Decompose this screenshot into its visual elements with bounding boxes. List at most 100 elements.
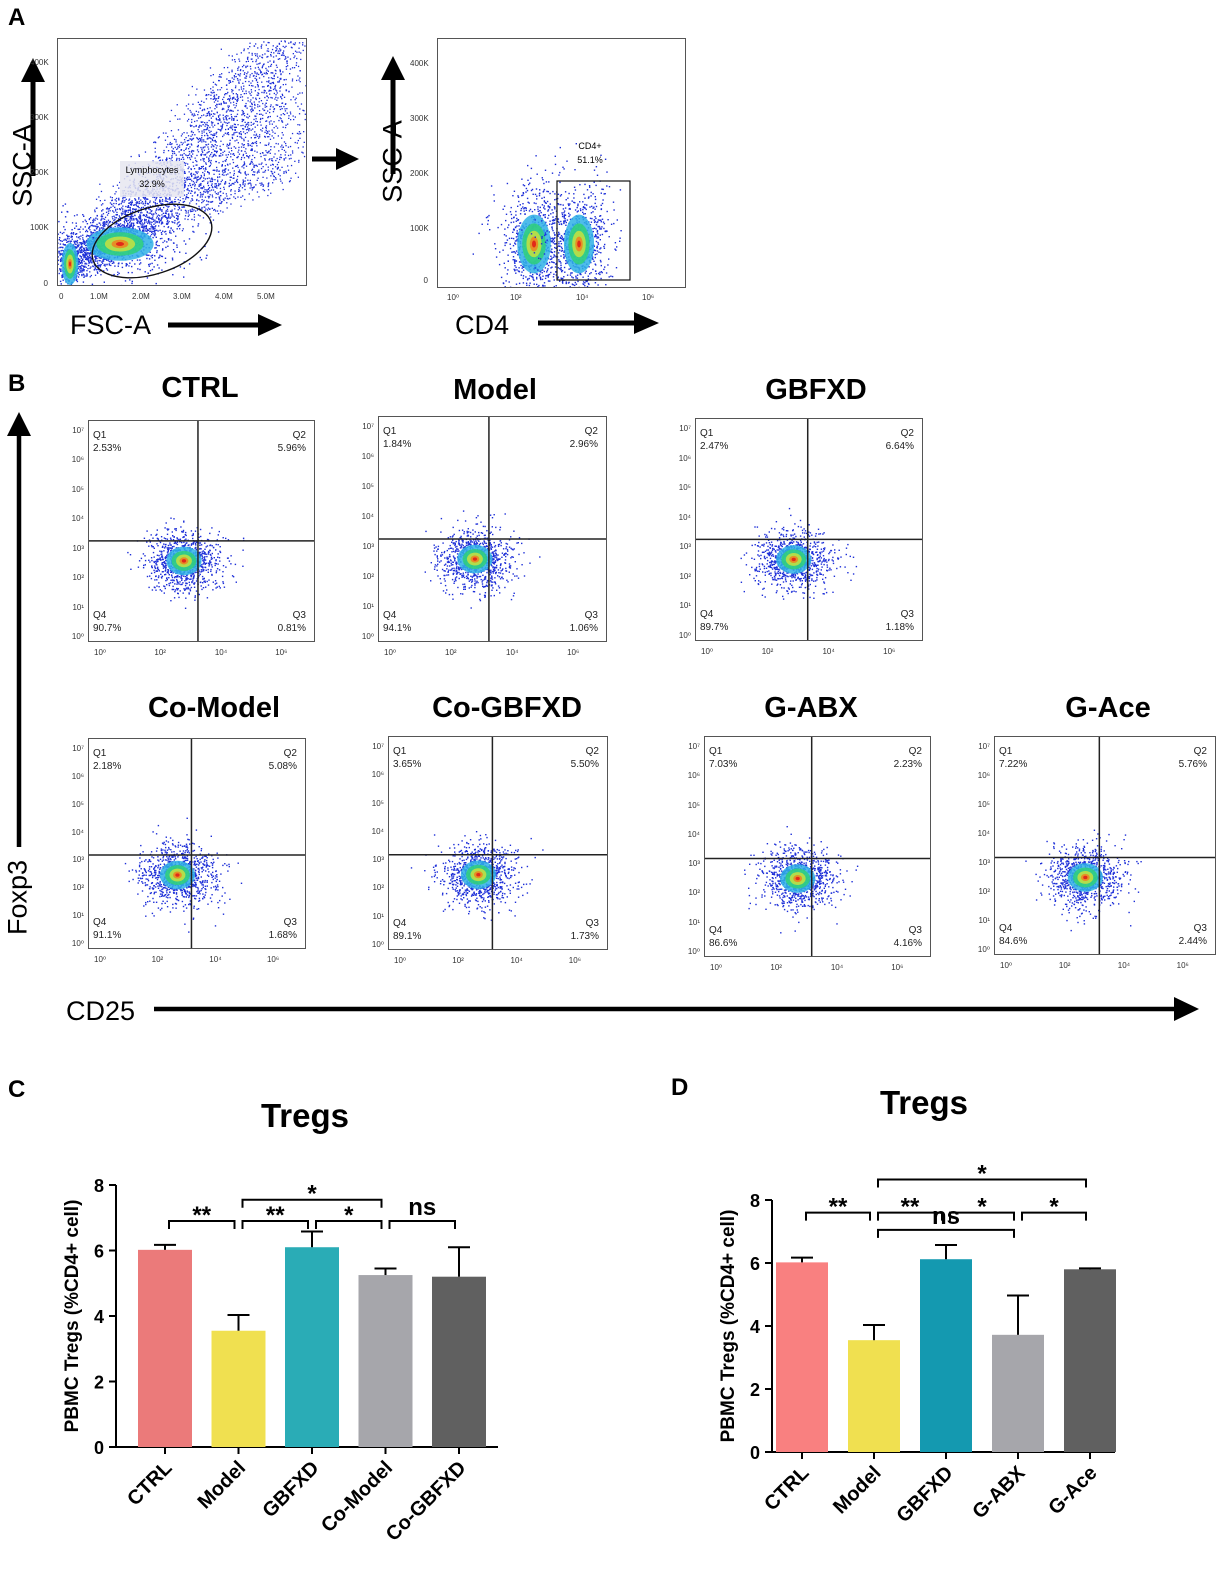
x-tick: 10⁶ [567, 648, 580, 657]
y-tick: 10⁷ [679, 424, 691, 433]
bar [848, 1340, 900, 1452]
quadrant-name: Q3 [584, 610, 598, 621]
chart-d: Tregs PBMC Tregs (%CD4+ cell) 0 2 4 6 8 CTRL Mod… [718, 1084, 1116, 1527]
y-tick: 10³ [679, 542, 691, 552]
y-tick: 10³ [72, 855, 84, 865]
flow-plot: Q1 7.03% Q2 2.23% Q3 4.16% Q4 86.6% [704, 736, 931, 957]
y-tick: 10¹ [72, 602, 84, 612]
density-cloud [127, 517, 245, 609]
y-tick-label: 4 [94, 1307, 104, 1327]
quadrant-name: Q4 [393, 918, 407, 929]
density-cloud [744, 826, 859, 934]
x-tick-label: Model [829, 1462, 885, 1518]
y-tick: 10⁰ [977, 945, 990, 954]
cd25-arrow [154, 997, 1199, 1021]
quadrant-name: Q2 [292, 430, 306, 441]
foxp3-arrow [7, 412, 31, 847]
y-tick: 200K [410, 169, 429, 178]
lymphocytes-gate [91, 203, 213, 279]
significance-bracket [877, 1211, 943, 1221]
y-tick: 10⁴ [678, 512, 691, 522]
flow-plot-title: Model [453, 374, 537, 406]
significance-bracket [241, 1220, 309, 1230]
x-tick-label: GBFXD [892, 1462, 957, 1527]
a1-x-title: FSC-A [70, 310, 151, 340]
y-tick: 10¹ [72, 911, 84, 921]
quadrant-label-q2: Q2 5.76% [1179, 745, 1207, 771]
x-tick: 10⁶ [1176, 961, 1189, 970]
gate-value: 51.1% [577, 155, 603, 165]
x-tick-label: G-ABX [968, 1462, 1030, 1524]
gating-arrow [312, 148, 359, 170]
y-tick-label: 0 [750, 1443, 760, 1463]
x-tick: 10⁰ [710, 963, 723, 972]
quadrant-percent: 89.1% [393, 931, 422, 942]
y-tick: 10⁴ [71, 827, 84, 837]
y-axis-label: PBMC Tregs (%CD4+ cell) [718, 1210, 739, 1443]
y-tick: 10⁰ [371, 940, 384, 949]
cd4-gate-label: CD4+ 51.1% [570, 139, 610, 167]
quadrant-name: Q2 [283, 748, 297, 759]
panel-letter-c: C [8, 1076, 26, 1103]
a1-y-arrow [21, 58, 45, 176]
flow-plot-points [89, 421, 314, 641]
quadrant-name: Q4 [999, 923, 1013, 934]
flow-plot: Q1 2.47% Q2 6.64% Q3 1.18% Q4 89.7% [695, 418, 923, 641]
quadrant-percent: 84.6% [999, 936, 1028, 947]
significance-label: * [977, 1194, 987, 1221]
quadrant-label-q2: Q2 6.64% [886, 427, 914, 453]
density-cloud [410, 831, 544, 921]
significance-bracket [949, 1211, 1015, 1221]
x-tick-label: G-Ace [1044, 1462, 1101, 1519]
flow-plot-title: G-ABX [764, 692, 858, 724]
y-tick: 10¹ [688, 917, 700, 927]
x-tick: 10² [151, 955, 164, 964]
x-tick: 10⁴ [830, 963, 844, 972]
y-tick: 10⁴ [361, 512, 374, 521]
quadrant-name: Q2 [584, 426, 598, 437]
quadrant-percent: 7.03% [709, 759, 738, 770]
significance-label: * [977, 1161, 987, 1188]
a2-x-title: CD4 [455, 310, 510, 340]
y-tick: 10⁶ [371, 770, 384, 780]
y-tick: 10³ [72, 543, 84, 553]
quadrant-name: Q2 [908, 746, 922, 757]
quadrant-label-q1: Q1 2.53% [93, 429, 121, 455]
quadrant-label-q2: Q2 2.96% [570, 425, 598, 451]
quadrant-percent: 0.81% [277, 623, 306, 634]
quadrant-label-q3: Q3 2.44% [1179, 922, 1207, 948]
gate-value: 32.9% [139, 179, 165, 189]
y-tick: 10⁵ [977, 800, 990, 809]
quadrant-name: Q4 [93, 917, 107, 928]
y-tick: 10⁶ [977, 771, 990, 780]
flow-plot-title: G-Ace [1065, 692, 1151, 724]
y-tick-label: 8 [750, 1191, 760, 1211]
x-tick: 5.0M [257, 292, 275, 301]
a1-scatter-points [58, 40, 306, 285]
y-tick: 10⁰ [687, 947, 700, 956]
x-tick-label: CTRL [760, 1462, 813, 1515]
x-tick: 10⁰ [447, 293, 460, 302]
quadrant-name: Q1 [383, 426, 397, 437]
significance-bracket [241, 1198, 383, 1208]
quadrant-percent: 89.7% [700, 622, 729, 633]
panel-letter-b: B [8, 370, 26, 397]
quadrant-label-q3: Q3 0.81% [278, 609, 306, 635]
quadrant-name: Q3 [900, 609, 914, 620]
quadrant-percent: 2.47% [700, 441, 729, 452]
quadrant-percent: 1.68% [268, 930, 297, 941]
y-tick: 10² [72, 883, 84, 893]
a2-scatter-plot: CD4+ 51.1% [437, 38, 686, 288]
bar [920, 1259, 972, 1452]
bar [285, 1247, 339, 1447]
y-tick: 0 [423, 276, 428, 285]
bar [358, 1275, 413, 1447]
y-tick: 10⁶ [71, 771, 84, 781]
density-cloud [58, 192, 220, 285]
y-tick: 10⁴ [687, 829, 700, 839]
a1-x-ticks: 0 1.0M 2.0M 3.0M 4.0M 5.0M [57, 292, 317, 304]
x-tick: 10⁶ [266, 955, 280, 964]
y-tick: 10⁰ [71, 939, 84, 948]
quadrant-name: Q3 [1193, 923, 1207, 934]
quadrant-name: Q1 [700, 428, 714, 439]
